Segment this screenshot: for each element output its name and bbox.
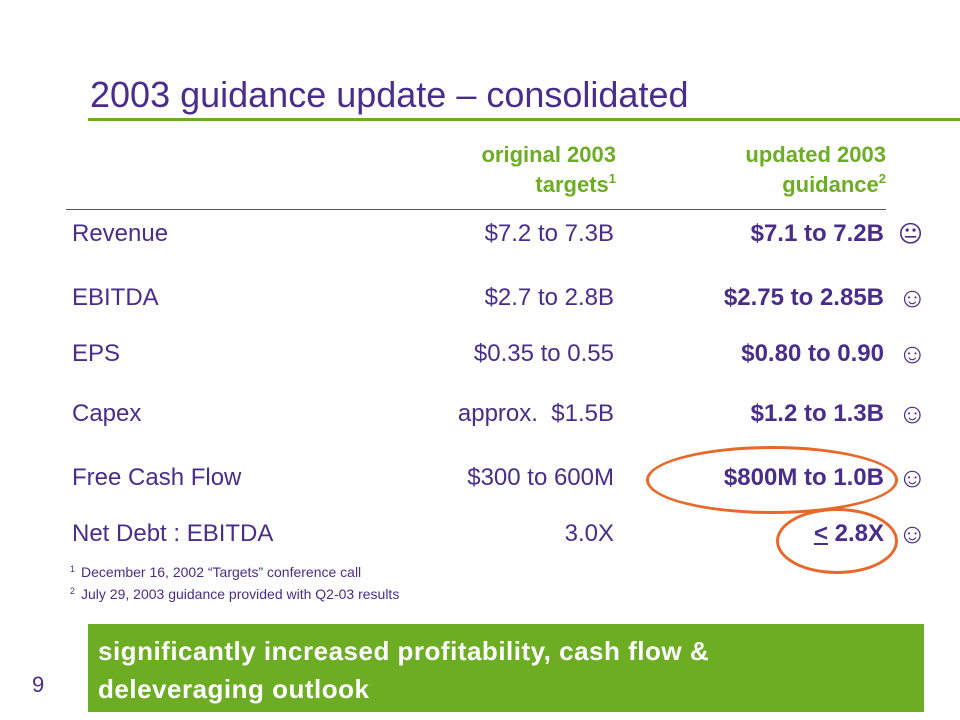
table-row-ebitda: EBITDA $2.7 to 2.8B $2.75 to 2.85B ☺ (0, 280, 960, 316)
row-label: Free Cash Flow (72, 464, 242, 491)
original-target: $0.35 to 0.55 (473, 340, 614, 367)
footnote-ref-1: 1 (608, 171, 616, 186)
summary-banner: significantly increased profitability, c… (88, 624, 924, 712)
title-divider (88, 118, 960, 121)
column-header-original: original 2003 targets1 (400, 140, 616, 200)
smiley-face-icon: ☺ (898, 338, 927, 369)
highlight-circle-net-debt (776, 508, 898, 574)
row-label: EPS (72, 340, 121, 367)
column-header-updated-line2: guidance2 (782, 171, 886, 197)
page-number: 9 (32, 672, 45, 697)
smiley-face-icon: ☺ (898, 518, 927, 549)
row-label: Capex (72, 400, 142, 427)
footnote-2: 2 July 29, 2003 guidance provided with Q2… (70, 586, 400, 602)
table-row-capex: Capex approx. $1.5B $1.2 to 1.3B ☺ (0, 396, 960, 432)
highlight-circle-free-cash-flow (646, 446, 898, 514)
row-label: Net Debt : EBITDA (72, 520, 274, 547)
original-target: 3.0X (564, 520, 614, 547)
original-target: $2.7 to 2.8B (484, 284, 614, 311)
summary-banner-line2: deleveraging outlook (98, 674, 370, 704)
slide-title: 2003 guidance update – consolidated (90, 74, 689, 115)
smiley-face-icon: ☺ (898, 462, 927, 493)
smiley-face-icon: ☺ (898, 282, 927, 313)
neutral-face-icon: 😐 (898, 221, 924, 248)
table-row-revenue: Revenue $7.2 to 7.3B $7.1 to 7.2B 😐 (0, 216, 960, 252)
column-header-updated-line1: updated 2003 (745, 142, 886, 167)
original-target: approx. $1.5B (457, 400, 614, 427)
footnote-1: 1 December 16, 2002 “Targets” conference … (70, 564, 362, 580)
updated-guidance: $7.1 to 7.2B (750, 220, 884, 247)
original-target: $7.2 to 7.3B (484, 220, 614, 247)
smiley-face-icon: ☺ (898, 398, 927, 429)
updated-guidance: $2.75 to 2.85B (723, 284, 884, 311)
column-header-original-line2: targets1 (535, 171, 616, 197)
updated-guidance: $0.80 to 0.90 (741, 340, 884, 367)
summary-banner-line1: significantly increased profitability, c… (98, 636, 710, 666)
table-row-eps: EPS $0.35 to 0.55 $0.80 to 0.90 ☺ (0, 336, 960, 372)
header-divider (66, 209, 886, 210)
row-label: Revenue (72, 220, 169, 247)
footnote-ref-2: 2 (878, 171, 886, 186)
original-target: $300 to 600M (467, 464, 614, 491)
column-header-updated: updated 2003 guidance2 (640, 140, 886, 200)
column-header-original-line1: original 2003 (481, 142, 616, 167)
updated-guidance: $1.2 to 1.3B (750, 400, 884, 427)
row-label: EBITDA (72, 284, 159, 311)
